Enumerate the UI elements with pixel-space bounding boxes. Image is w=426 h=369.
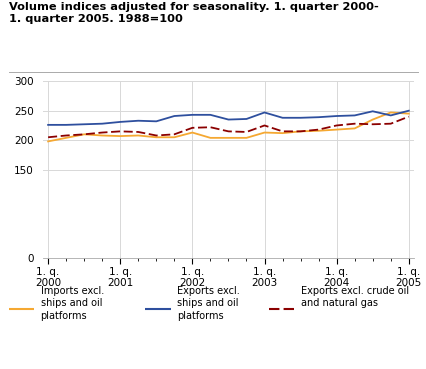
Text: Exports excl.
ships and oil
platforms: Exports excl. ships and oil platforms — [177, 286, 239, 321]
Text: Volume indices adjusted for seasonality. 1. quarter 2000-
1. quarter 2005. 1988=: Volume indices adjusted for seasonality.… — [9, 2, 377, 24]
Text: Imports excl.
ships and oil
platforms: Imports excl. ships and oil platforms — [40, 286, 104, 321]
Text: Exports excl. crude oil
and natural gas: Exports excl. crude oil and natural gas — [300, 286, 408, 308]
